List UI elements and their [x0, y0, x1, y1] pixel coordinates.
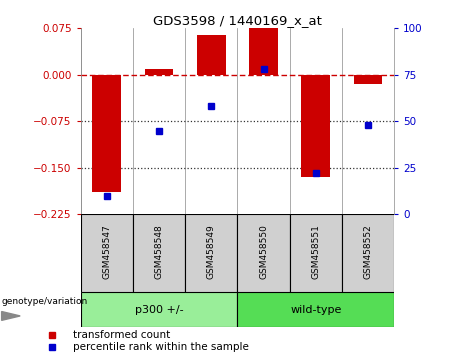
Title: GDS3598 / 1440169_x_at: GDS3598 / 1440169_x_at: [153, 14, 322, 27]
Text: p300 +/-: p300 +/-: [135, 305, 183, 315]
Bar: [301, 75, 330, 177]
Bar: [342, 214, 394, 292]
Bar: [290, 214, 342, 292]
Text: wild-type: wild-type: [290, 305, 342, 315]
Polygon shape: [1, 312, 20, 320]
Bar: [145, 69, 173, 75]
Bar: [197, 35, 226, 75]
Bar: [81, 214, 133, 292]
Bar: [81, 292, 237, 327]
Bar: [354, 75, 382, 84]
Bar: [237, 214, 290, 292]
Text: GSM458551: GSM458551: [311, 224, 320, 279]
Bar: [249, 28, 278, 75]
Text: GSM458548: GSM458548: [154, 224, 164, 279]
Text: genotype/variation: genotype/variation: [1, 297, 88, 307]
Text: percentile rank within the sample: percentile rank within the sample: [73, 342, 249, 352]
Text: GSM458550: GSM458550: [259, 224, 268, 279]
Text: GSM458552: GSM458552: [364, 224, 372, 279]
Text: GSM458549: GSM458549: [207, 224, 216, 279]
Text: GSM458547: GSM458547: [102, 224, 111, 279]
Bar: [92, 75, 121, 193]
Text: transformed count: transformed count: [73, 330, 170, 340]
Bar: [133, 214, 185, 292]
Bar: [185, 214, 237, 292]
Bar: [237, 292, 394, 327]
